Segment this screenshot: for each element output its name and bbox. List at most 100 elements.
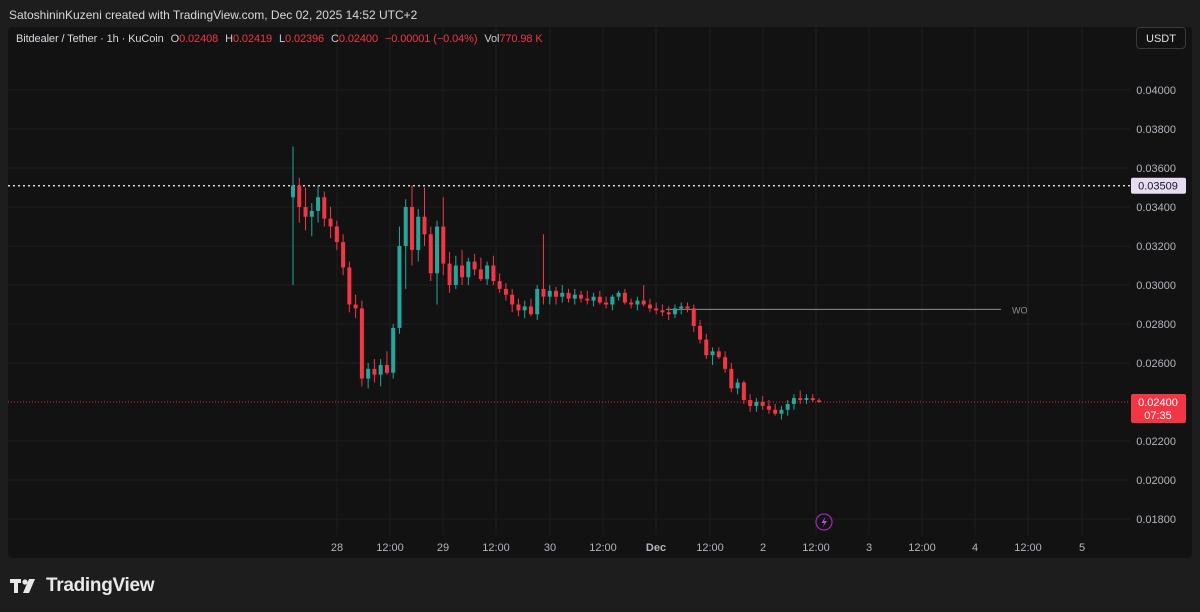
candle[interactable] <box>472 253 477 276</box>
candle[interactable] <box>610 294 615 311</box>
candle[interactable] <box>372 359 377 383</box>
candlestick-chart[interactable]: WO 0.040000.038000.036000.034000.032000.… <box>8 27 1192 558</box>
event-marker[interactable] <box>815 513 833 531</box>
candle[interactable] <box>334 220 339 250</box>
candle[interactable] <box>704 333 709 360</box>
candle[interactable] <box>616 290 621 301</box>
candle[interactable] <box>773 403 778 416</box>
candle[interactable] <box>622 288 627 305</box>
candle[interactable] <box>341 234 346 276</box>
candle[interactable] <box>760 396 765 410</box>
candle[interactable] <box>672 304 677 319</box>
candle[interactable] <box>641 285 646 307</box>
symbol-title[interactable]: Bitdealer / Tether · 1h · KuCoin <box>16 33 164 45</box>
candle[interactable] <box>497 273 502 293</box>
candle[interactable] <box>291 146 295 285</box>
candle[interactable] <box>779 405 784 420</box>
candle[interactable] <box>654 302 659 315</box>
candle[interactable] <box>766 400 771 414</box>
candle[interactable] <box>629 298 634 309</box>
candle[interactable] <box>560 285 565 303</box>
candle[interactable] <box>748 394 753 412</box>
candle[interactable] <box>597 290 602 305</box>
candle[interactable] <box>447 251 452 293</box>
candle[interactable] <box>591 292 596 307</box>
candle[interactable] <box>685 302 690 313</box>
candle[interactable] <box>741 380 746 404</box>
currency-button[interactable]: USDT <box>1136 27 1186 49</box>
candle[interactable] <box>384 351 389 375</box>
candle[interactable] <box>453 255 458 289</box>
candle[interactable] <box>328 207 333 239</box>
candle[interactable] <box>791 394 796 410</box>
tradingview-watermark[interactable]: TradingView <box>10 574 155 598</box>
grid <box>8 27 1130 535</box>
candle[interactable] <box>817 398 821 403</box>
candle[interactable] <box>297 177 302 223</box>
chart-pane[interactable]: WO 0.04000 0.03800 0.03600 0.03400 0.03200 0.… <box>8 27 1192 558</box>
candle[interactable] <box>528 298 533 317</box>
candle[interactable] <box>647 298 652 313</box>
candle[interactable] <box>729 363 734 393</box>
candle[interactable] <box>353 294 358 319</box>
candle[interactable] <box>566 288 571 303</box>
candle[interactable] <box>322 191 327 227</box>
candle[interactable] <box>785 400 790 416</box>
candle[interactable] <box>585 290 590 305</box>
candle[interactable] <box>478 257 483 282</box>
candle[interactable] <box>604 296 609 309</box>
candle[interactable] <box>516 298 521 317</box>
candle-body <box>810 398 815 401</box>
candle[interactable] <box>403 199 408 289</box>
candle[interactable] <box>798 390 803 404</box>
candle[interactable] <box>547 285 552 305</box>
candle-body <box>773 409 778 414</box>
candle[interactable] <box>378 359 383 387</box>
candle[interactable] <box>303 187 308 231</box>
candle[interactable] <box>416 208 421 262</box>
candle[interactable] <box>804 394 809 404</box>
candle-body <box>522 306 527 311</box>
candle[interactable] <box>441 197 446 276</box>
time-tick-label: 2 <box>760 542 766 554</box>
candle[interactable] <box>366 363 371 389</box>
price-tick-label: 0.01800 <box>1136 514 1176 526</box>
candle[interactable] <box>485 261 490 285</box>
candle[interactable] <box>535 285 540 321</box>
candle[interactable] <box>422 187 427 247</box>
candle[interactable] <box>522 300 527 319</box>
candle[interactable] <box>754 398 759 412</box>
candle[interactable] <box>679 302 684 315</box>
candle[interactable] <box>698 320 703 344</box>
candle[interactable] <box>660 304 665 317</box>
candle[interactable] <box>635 296 640 311</box>
candle[interactable] <box>735 378 740 395</box>
candle[interactable] <box>554 286 558 305</box>
candle[interactable] <box>503 283 508 301</box>
candle[interactable] <box>435 220 440 305</box>
time-tick-label: 3 <box>866 542 872 554</box>
candle[interactable] <box>666 306 671 321</box>
candle[interactable] <box>723 351 728 373</box>
candle[interactable] <box>691 304 696 332</box>
candle[interactable] <box>579 290 584 303</box>
candle-body <box>629 302 634 305</box>
candle[interactable] <box>810 394 815 402</box>
candle[interactable] <box>359 300 364 387</box>
candle[interactable] <box>347 261 352 313</box>
candle[interactable] <box>491 255 496 285</box>
candle[interactable] <box>466 257 471 285</box>
candle[interactable] <box>460 249 465 285</box>
candle[interactable] <box>572 288 577 305</box>
candle[interactable] <box>716 347 721 360</box>
candle[interactable] <box>541 234 546 305</box>
candle[interactable] <box>316 185 321 223</box>
candle[interactable] <box>409 185 414 266</box>
candle[interactable] <box>510 288 515 313</box>
candle[interactable] <box>391 324 396 379</box>
candle[interactable] <box>710 347 715 365</box>
candle[interactable] <box>309 203 314 237</box>
candle[interactable] <box>397 226 402 334</box>
candle[interactable] <box>428 226 433 282</box>
